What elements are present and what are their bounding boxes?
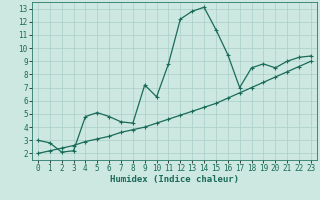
X-axis label: Humidex (Indice chaleur): Humidex (Indice chaleur): [110, 175, 239, 184]
